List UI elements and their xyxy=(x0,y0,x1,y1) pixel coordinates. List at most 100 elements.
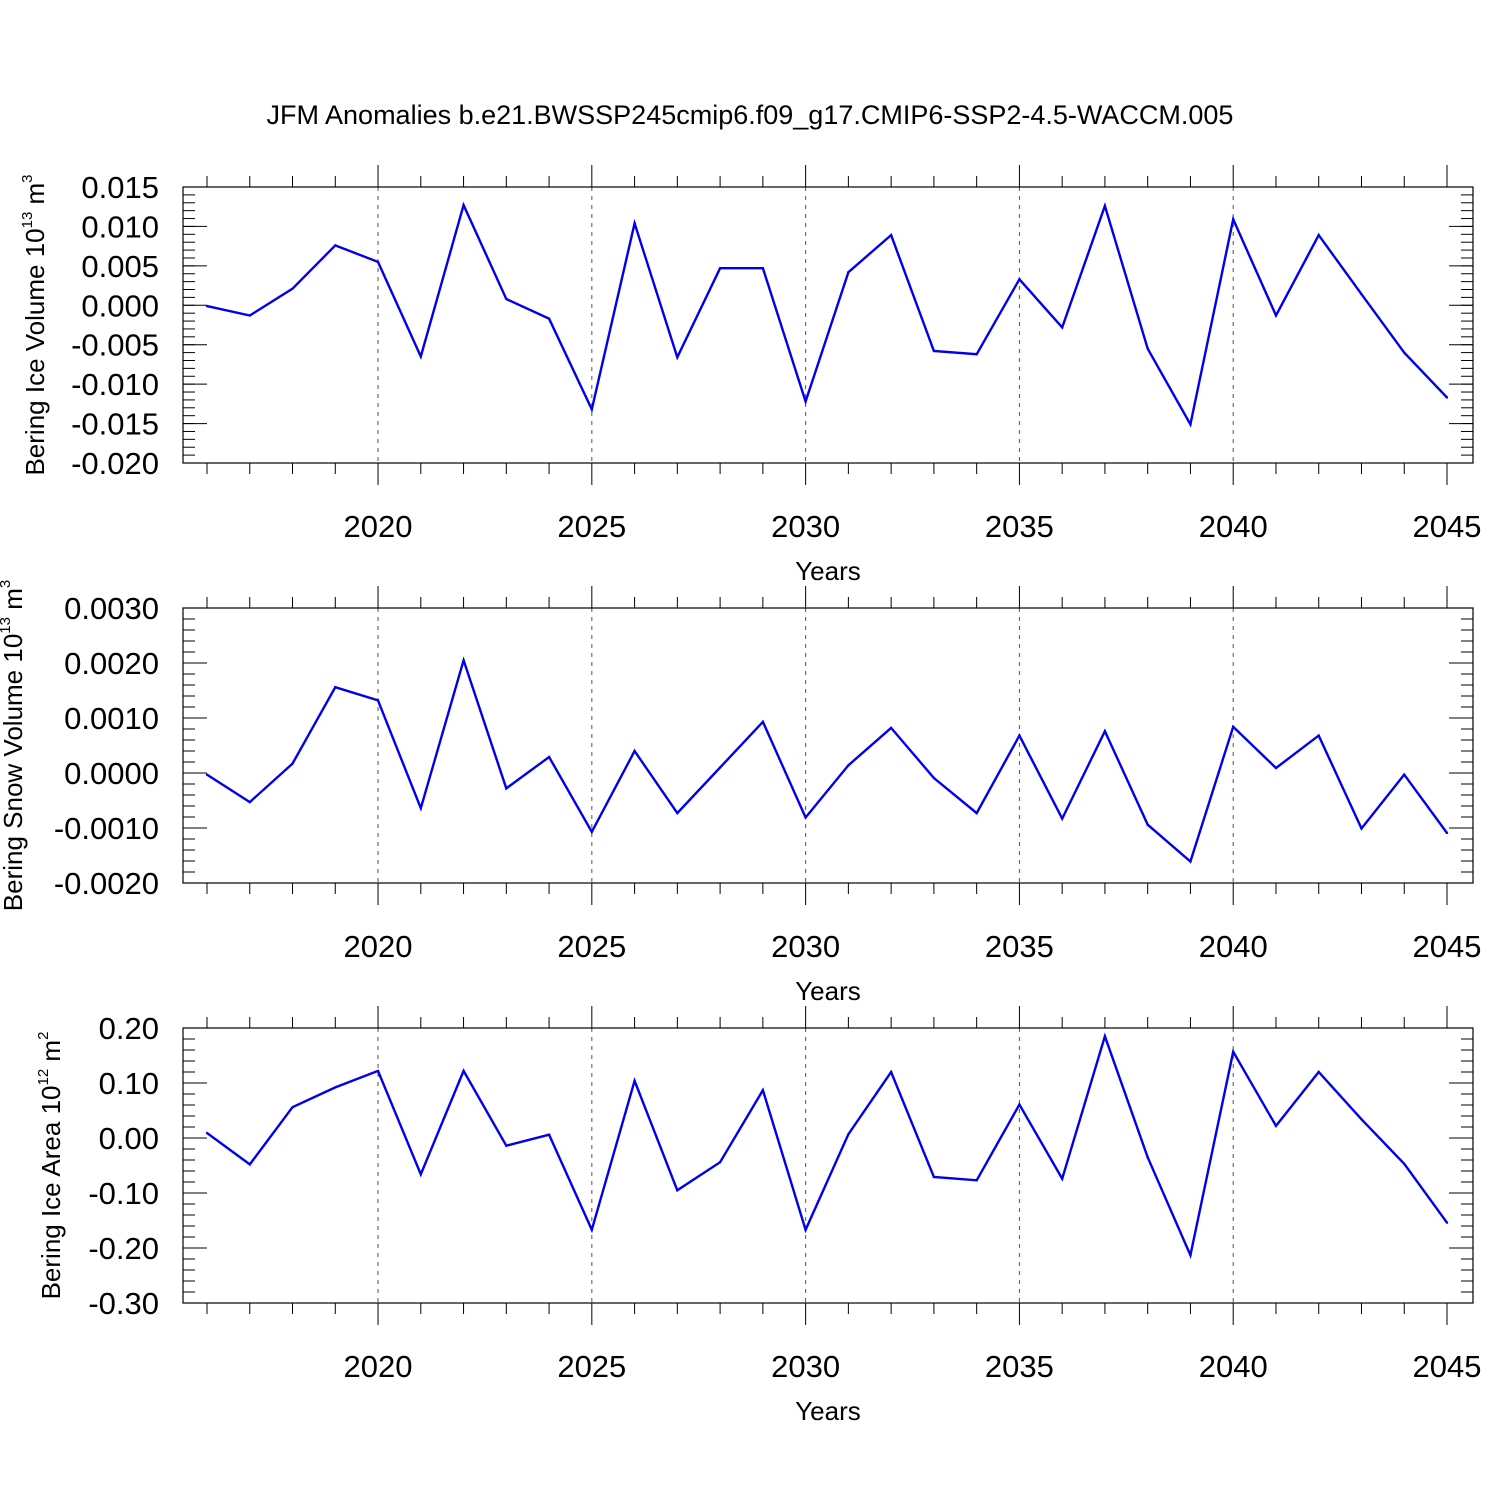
x-tick-label: 2035 xyxy=(985,929,1054,964)
x-axis-title: Years xyxy=(795,556,861,586)
data-point xyxy=(376,260,380,264)
data-point xyxy=(1189,423,1192,426)
data-point xyxy=(205,1131,209,1135)
x-tick-label: 2040 xyxy=(1199,1349,1268,1384)
y-tick-label: -0.010 xyxy=(71,367,159,402)
data-point xyxy=(1232,1050,1235,1053)
x-tick-label: 2025 xyxy=(557,929,626,964)
data-point xyxy=(1103,204,1107,208)
data-point xyxy=(334,686,337,689)
data-point xyxy=(419,355,422,358)
data-point xyxy=(932,776,936,780)
data-point xyxy=(505,1144,508,1147)
data-point xyxy=(334,1086,337,1089)
data-point xyxy=(975,1179,978,1182)
data-point xyxy=(1060,326,1064,329)
data-point xyxy=(1360,1118,1363,1121)
data-point xyxy=(1018,278,1021,281)
y-tick-label: 0.0030 xyxy=(64,591,159,626)
data-point xyxy=(1445,831,1449,835)
data-point xyxy=(975,811,978,815)
data-point xyxy=(633,222,636,225)
data-point xyxy=(505,297,508,301)
data-point xyxy=(1317,1070,1320,1074)
y-tick-label: 0.0000 xyxy=(64,756,159,791)
series-line xyxy=(206,656,1448,864)
x-axis-title: Years xyxy=(795,976,861,1006)
x-tick-label: 2035 xyxy=(985,509,1054,544)
y-tick-label: -0.020 xyxy=(71,446,159,481)
data-point xyxy=(505,787,508,790)
data-point xyxy=(1018,1103,1021,1106)
x-tick-label: 2030 xyxy=(771,509,840,544)
data-point xyxy=(1274,766,1278,770)
data-point xyxy=(761,720,765,724)
data-point xyxy=(205,773,209,776)
data-point xyxy=(547,1133,551,1136)
y-tick-label: 0.000 xyxy=(81,288,159,323)
x-tick-label: 2045 xyxy=(1413,1349,1482,1384)
data-point xyxy=(1189,860,1192,863)
data-point xyxy=(889,726,893,730)
y-axis-title: Bering Ice Volume 1013 m3 xyxy=(19,174,50,475)
y-axis-title: Bering Ice Area 1012 m2 xyxy=(35,1032,66,1300)
data-point xyxy=(1018,734,1021,737)
data-point xyxy=(1403,773,1406,776)
data-point xyxy=(1189,1253,1192,1257)
y-tick-label: 0.015 xyxy=(81,170,159,205)
series-line xyxy=(206,1032,1448,1260)
data-point xyxy=(590,830,594,834)
panel-3: 2020 2025 2030 2035 2040 2045 Years -0.30 -0.20 -… xyxy=(35,1006,1481,1426)
data-point xyxy=(462,1069,465,1073)
panel-1: 2020 2025 2030 2035 2040 2045 Years -0.020 -0.01… xyxy=(19,165,1481,586)
y-tick-label: 0.010 xyxy=(81,209,159,244)
y-tick-label: 0.005 xyxy=(81,249,159,284)
x-tick-label: 2030 xyxy=(771,1349,840,1384)
y-tick-label: -0.005 xyxy=(71,328,159,363)
data-point xyxy=(590,408,594,411)
data-point xyxy=(1317,233,1320,237)
y-tick-label: -0.0010 xyxy=(54,811,159,846)
y-tick-label: -0.015 xyxy=(71,407,159,442)
data-point xyxy=(547,317,551,320)
data-point xyxy=(291,1106,294,1109)
y-tick-label: 0.10 xyxy=(99,1066,159,1101)
data-point xyxy=(847,764,850,767)
data-point xyxy=(1103,1035,1107,1038)
data-point xyxy=(547,755,551,759)
x-tick-label: 2040 xyxy=(1199,929,1268,964)
data-point xyxy=(718,1161,722,1164)
data-point xyxy=(1360,827,1363,830)
data-point xyxy=(1445,1221,1449,1224)
data-point xyxy=(676,1189,679,1192)
data-point xyxy=(761,1088,765,1092)
data-point xyxy=(1146,347,1149,350)
data-point xyxy=(1146,1156,1149,1159)
x-tick-label: 2025 xyxy=(557,509,626,544)
y-tick-label: 0.0010 xyxy=(64,701,159,736)
plot-frame xyxy=(182,1027,1474,1304)
data-point xyxy=(462,659,465,662)
y-axis-title: Bering Snow Volume 1013 m3 xyxy=(0,580,28,911)
data-point xyxy=(1317,734,1320,737)
data-point xyxy=(1274,314,1278,317)
y-tick-label: -0.20 xyxy=(88,1231,159,1266)
data-point xyxy=(419,1173,422,1176)
y-tick-label: 0.20 xyxy=(99,1011,159,1046)
data-point xyxy=(1403,351,1406,354)
data-point xyxy=(248,1163,251,1166)
data-point xyxy=(932,349,936,353)
data-point xyxy=(847,270,850,274)
data-point xyxy=(291,762,294,765)
series-line xyxy=(206,201,1448,428)
data-point xyxy=(248,314,251,317)
data-point xyxy=(1060,1177,1064,1180)
x-axis-title: Years xyxy=(795,1396,861,1426)
data-point xyxy=(1060,817,1064,820)
data-point xyxy=(633,749,636,753)
data-point xyxy=(334,244,337,247)
data-point xyxy=(804,816,807,819)
x-tick-label: 2035 xyxy=(985,1349,1054,1384)
chart-title: JFM Anomalies b.e21.BWSSP245cmip6.f09_g1… xyxy=(267,100,1234,130)
